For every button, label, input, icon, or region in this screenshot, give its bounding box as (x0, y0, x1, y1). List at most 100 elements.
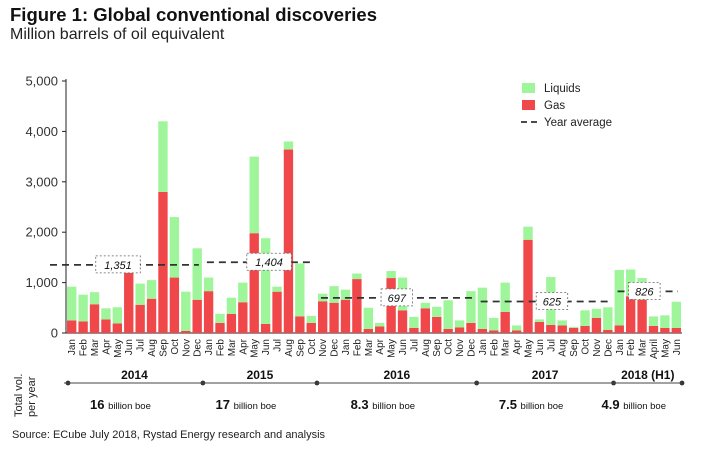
month-label: Dec (193, 339, 204, 357)
month-label: Apr (101, 338, 112, 354)
bar-liquids (568, 326, 579, 328)
bar-liquids (557, 320, 567, 326)
month-label: Oct (444, 339, 455, 355)
bar-liquids (489, 317, 499, 331)
bar-gas (557, 325, 567, 333)
year-total-unit: billion boe (521, 401, 564, 412)
bar-gas (489, 330, 499, 333)
bar-liquids (432, 306, 442, 317)
bar-gas (158, 191, 168, 333)
month-label: Jul (546, 339, 557, 352)
legend-label: Liquids (544, 83, 581, 95)
bar-gas (614, 325, 624, 333)
bar-liquids (101, 308, 111, 320)
month-label: Aug (284, 339, 295, 357)
bar-liquids (352, 273, 362, 280)
bar-gas (660, 327, 670, 333)
bar-gas (238, 302, 248, 333)
year-total: 16 billion boe (90, 397, 151, 412)
bar-liquids (112, 307, 123, 324)
bar-liquids (523, 226, 533, 240)
bar-liquids (260, 238, 271, 324)
bar-liquids (477, 287, 488, 329)
month-label: Nov (592, 339, 603, 357)
year-average-label: 625 (543, 297, 562, 309)
y-tick-label: 3,000 (25, 174, 58, 189)
bar-gas (181, 330, 191, 333)
year-average-box (380, 288, 413, 307)
month-label: Jun (672, 339, 683, 355)
bar-liquids (580, 310, 590, 326)
month-label: May (660, 339, 671, 358)
month-label: Oct (307, 339, 318, 355)
bar-gas (329, 302, 339, 333)
year-total-unit: billion boe (372, 401, 415, 412)
bar-gas (169, 277, 180, 333)
bar-gas (477, 328, 488, 333)
bar-gas (603, 329, 613, 333)
bar-liquids (603, 307, 613, 330)
bar-liquids (671, 301, 681, 328)
month-label: Oct (581, 339, 592, 355)
month-label: Dec (330, 339, 341, 357)
month-label: Apr (512, 338, 523, 354)
bar-liquids (249, 156, 259, 234)
year-average-label: 1,351 (104, 260, 132, 272)
bar-liquids (454, 320, 465, 328)
year-label: 2014 (121, 368, 148, 382)
bar-liquids (660, 315, 670, 328)
month-label: Feb (626, 339, 637, 357)
year-total-value: 7.5 (499, 397, 521, 412)
bar-liquids (329, 286, 339, 303)
month-label: Jan (204, 339, 215, 355)
year-total: 8.3 billion boe (351, 397, 415, 412)
bar-liquids (375, 322, 385, 327)
bar-gas (89, 304, 100, 333)
y-tick-label: 2,000 (25, 225, 58, 240)
month-label: Apr (375, 338, 386, 354)
bar-gas (226, 313, 237, 333)
bar-gas (101, 319, 111, 333)
year-total-unit: billion boe (234, 401, 277, 412)
year-label: 2018 (H1) (621, 368, 674, 382)
bar-gas (546, 324, 556, 333)
year-average-box (535, 292, 569, 310)
year-average-box (95, 255, 141, 274)
bar-gas (260, 323, 271, 333)
bar-gas (78, 321, 88, 333)
bar-gas (317, 301, 328, 333)
bar-gas (397, 310, 408, 333)
year-label: 2016 (383, 368, 410, 382)
year-average-label: 826 (635, 286, 654, 298)
y-tick-label: 5,000 (25, 74, 58, 89)
bar-liquids (443, 300, 453, 329)
bar-liquids (192, 248, 202, 300)
bar-liquids (591, 308, 602, 318)
month-label: Mar (501, 338, 512, 356)
chart-subtitle: Million barrels of oil equivalent (10, 26, 225, 43)
bar-gas (375, 326, 385, 333)
month-label: Sep (295, 339, 306, 357)
year-label: 2015 (247, 368, 274, 382)
year-total: 7.5 billion boe (499, 397, 563, 412)
bar-gas (124, 272, 134, 333)
bar-gas (420, 308, 431, 333)
row-label-per-year: per year (26, 376, 38, 417)
legend-swatch (522, 100, 535, 110)
year-average-box (246, 252, 292, 271)
bar-liquids (534, 319, 545, 322)
bar-liquids (295, 263, 305, 317)
month-label: May (387, 339, 398, 358)
y-tick-label: 0 (51, 326, 58, 341)
year-label: 2017 (532, 368, 559, 382)
year-total-unit: billion boe (108, 401, 151, 412)
bar-liquids (306, 315, 316, 323)
bar-gas (454, 327, 465, 333)
bar-gas (500, 311, 510, 333)
bar-gas (625, 296, 636, 333)
bar-gas (112, 323, 123, 333)
bar-gas (192, 299, 202, 333)
bar-gas (534, 321, 545, 333)
bar-liquids (226, 297, 237, 314)
source-note: Source: ECube July 2018, Rystad Energy r… (12, 429, 326, 441)
